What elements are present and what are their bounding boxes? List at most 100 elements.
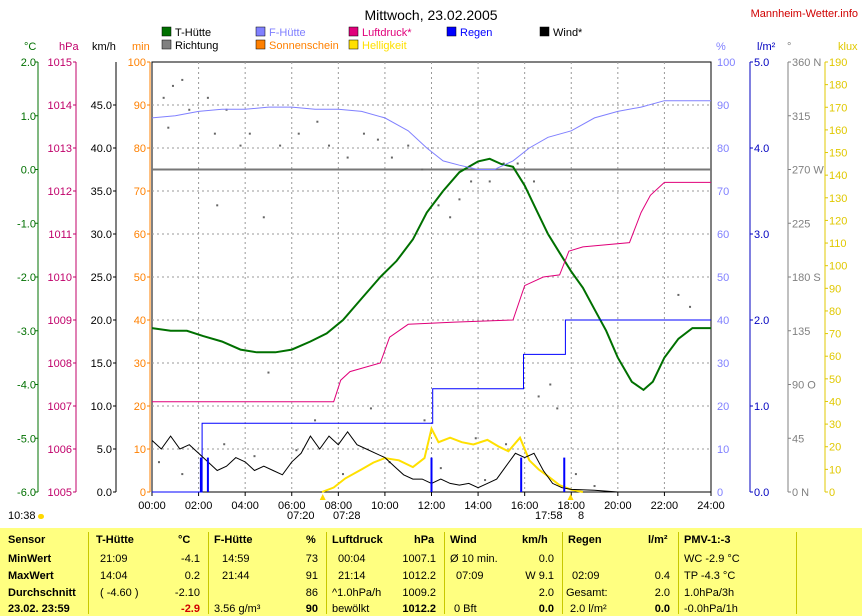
axis-label-wind_kmh: 10.0 xyxy=(91,401,112,413)
axis-label-brightness_klux: 190 xyxy=(829,57,847,69)
page-title: Mittwoch, 23.02.2005 xyxy=(364,7,498,23)
axis-label-sunshine_min: 0 xyxy=(140,487,146,499)
direction-point xyxy=(593,485,596,488)
legend-swatch xyxy=(161,39,172,50)
x-tick-label: 20:00 xyxy=(604,500,632,512)
direction-point xyxy=(470,180,473,183)
x-tick-label: 22:00 xyxy=(651,500,679,512)
axis-label-wind_kmh: 25.0 xyxy=(91,272,112,284)
col-thuette-unit: °C xyxy=(178,534,191,546)
direction-point xyxy=(181,78,184,81)
col-regen-unit: l/m² xyxy=(648,534,668,546)
legend-label: Helligkeit xyxy=(362,40,407,52)
direction-point xyxy=(267,371,270,374)
axis-label-brightness_klux: 40 xyxy=(829,396,841,408)
direction-point xyxy=(346,156,349,159)
direction-point xyxy=(341,473,344,476)
axis-label-pressure_hpa: 1010 xyxy=(48,272,72,284)
axis-unit-wind_kmh: km/h xyxy=(92,41,116,53)
col-wind-header: Wind xyxy=(450,534,477,546)
legend-label: Richtung xyxy=(175,40,218,52)
axis-label-direction_deg: 360 N xyxy=(792,57,821,69)
row-label-avg: Durchschnitt xyxy=(8,587,76,599)
sunrise-time: 07:20 xyxy=(287,510,315,522)
site-link[interactable]: Mannheim-Wetter.info xyxy=(750,8,858,20)
current-wind: 0.0 xyxy=(538,603,554,615)
axis-label-sunshine_min: 100 xyxy=(128,57,146,69)
direction-point xyxy=(458,198,461,201)
axis-label-humidity_pct: 100 xyxy=(717,57,735,69)
sun-icon xyxy=(37,513,44,519)
x-tick-label: 08:00 xyxy=(325,500,353,512)
direction-point xyxy=(677,293,680,296)
axis-label-direction_deg: 225 xyxy=(792,218,810,230)
axis-label-direction_deg: 0 N xyxy=(792,487,809,499)
direction-point xyxy=(421,168,424,171)
axis-label-brightness_klux: 30 xyxy=(829,419,841,431)
direction-point xyxy=(574,473,577,476)
axis-label-brightness_klux: 140 xyxy=(829,170,847,182)
axis-label-temperature_c: -5.0 xyxy=(17,433,36,445)
x-tick-label: 00:00 xyxy=(138,500,166,512)
direction-point xyxy=(213,132,216,135)
x-tick-label: 24:00 xyxy=(697,500,725,512)
stats-panel: Sensor MinWert MaxWert Durchschnitt 23.0… xyxy=(0,528,862,616)
axis-label-pressure_hpa: 1005 xyxy=(48,487,72,499)
axis-label-humidity_pct: 90 xyxy=(717,100,729,112)
axis-label-rain_lm2: 3.0 xyxy=(754,229,769,241)
axis-label-brightness_klux: 150 xyxy=(829,148,847,160)
current-rain: 0.0 xyxy=(654,603,670,615)
series-line-wind xyxy=(151,430,711,493)
axis-label-brightness_klux: 20 xyxy=(829,442,841,454)
legend-label: Wind* xyxy=(553,27,583,39)
direction-point xyxy=(239,144,242,147)
axis-label-humidity_pct: 20 xyxy=(717,401,729,413)
axis-label-direction_deg: 315 xyxy=(792,111,810,123)
axis-label-pressure_hpa: 1014 xyxy=(48,100,72,112)
axis-unit-humidity_pct: % xyxy=(716,41,726,53)
axis-label-pressure_hpa: 1008 xyxy=(48,358,72,370)
axis-label-temperature_c: -6.0 xyxy=(17,487,36,499)
axis-label-pressure_hpa: 1015 xyxy=(48,57,72,69)
row-label-sensor: Sensor xyxy=(8,534,46,546)
sunrise-mid: 07:28 xyxy=(333,510,361,522)
legend-label: Luftdruck* xyxy=(362,27,412,39)
axis-label-temperature_c: 0.0 xyxy=(21,165,36,177)
axis-label-brightness_klux: 80 xyxy=(829,306,841,318)
axis-label-humidity_pct: 80 xyxy=(717,143,729,155)
legend-swatch xyxy=(539,26,550,37)
col-luftdruck-unit: hPa xyxy=(414,534,435,546)
axis-label-brightness_klux: 180 xyxy=(829,80,847,92)
axis-label-brightness_klux: 170 xyxy=(829,102,847,114)
direction-point xyxy=(532,180,535,183)
x-tick-label: 04:00 xyxy=(231,500,259,512)
x-tick-label: 16:00 xyxy=(511,500,539,512)
axis-label-humidity_pct: 50 xyxy=(717,272,729,284)
axis-unit-rain_lm2: l/m² xyxy=(757,41,776,53)
axis-label-direction_deg: 180 S xyxy=(792,272,821,284)
direction-point xyxy=(484,479,487,482)
legend-label: F-Hütte xyxy=(269,27,306,39)
legend-label: Regen xyxy=(460,27,492,39)
direction-point xyxy=(206,96,209,99)
x-tick-label: 10:00 xyxy=(371,500,399,512)
axis-label-sunshine_min: 20 xyxy=(134,401,146,413)
axis-label-wind_kmh: 15.0 xyxy=(91,358,112,370)
axis-label-direction_deg: 270 W xyxy=(792,165,824,177)
direction-point xyxy=(253,455,256,458)
sunset-time: 17:58 xyxy=(535,510,563,522)
axis-label-temperature_c: -4.0 xyxy=(17,380,36,392)
sunset-marker xyxy=(567,494,574,500)
direction-point xyxy=(316,120,319,123)
row-label-max: MaxWert xyxy=(8,570,54,582)
axis-label-pressure_hpa: 1013 xyxy=(48,143,72,155)
direction-point xyxy=(171,84,174,87)
sunset-suffix: 8 xyxy=(578,510,585,522)
axis-label-brightness_klux: 50 xyxy=(829,374,841,386)
legend-swatch xyxy=(446,26,457,37)
col-fhuette-unit: % xyxy=(306,534,316,546)
axis-label-rain_lm2: 0.0 xyxy=(754,487,769,499)
x-tick-label: 14:00 xyxy=(464,500,492,512)
x-tick-label: 02:00 xyxy=(185,500,213,512)
legend-label: T-Hütte xyxy=(175,27,211,39)
